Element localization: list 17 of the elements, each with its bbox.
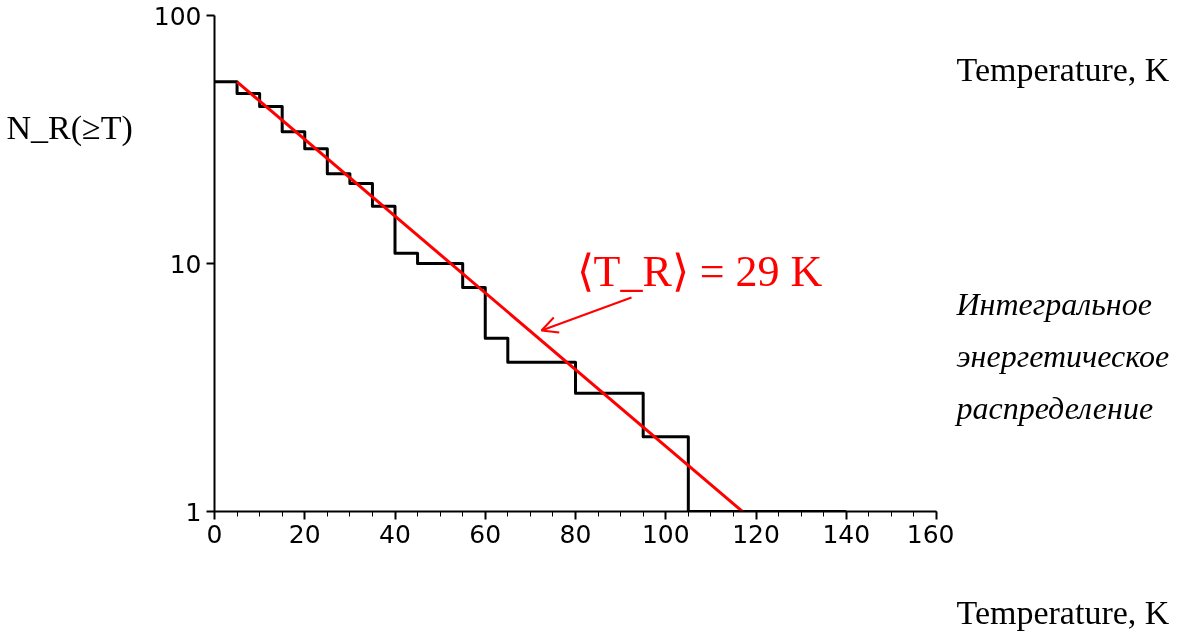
x-tick-label: 160: [906, 519, 955, 549]
x-tick-label: 120: [732, 519, 780, 549]
x-axis-title: Temperature, K: [956, 593, 1170, 631]
y-axis-title: N_R(≥T): [6, 108, 133, 147]
annotation: ⟨T_R⟩ = 29 K: [576, 246, 823, 296]
text: Интегральное энергетическое распределение: [954, 285, 1170, 426]
x-tick-label: 0: [206, 519, 223, 549]
x-tick-label: 80: [559, 519, 592, 549]
text: Temperature, K: [956, 50, 1170, 88]
x-tick-label: 140: [822, 519, 871, 549]
x-tick-label: 40: [379, 519, 411, 549]
x-tick-label: 20: [288, 519, 321, 549]
y-tick-label: 1: [185, 497, 202, 527]
y-tick-label: 100: [153, 1, 202, 31]
y-tick-label: 10: [169, 249, 202, 279]
x-tick-label: 60: [469, 519, 502, 549]
x-tick-label: 100: [641, 519, 690, 549]
